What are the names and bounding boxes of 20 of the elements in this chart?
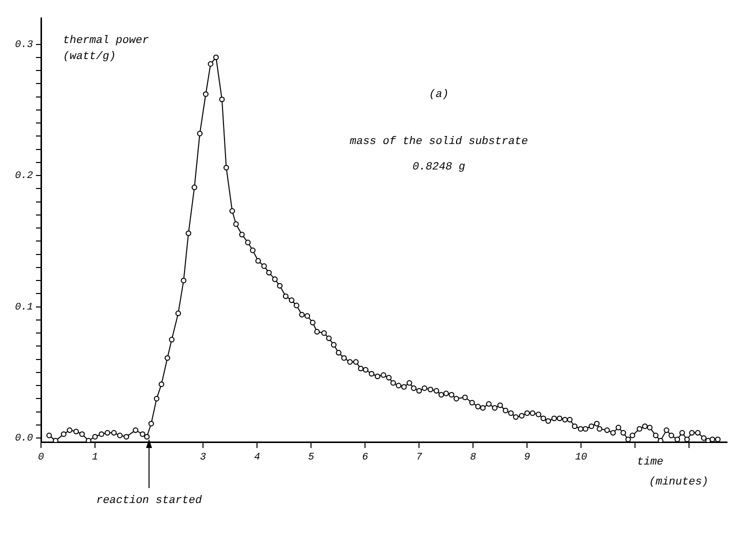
y-tick-label: 0.2 [14,171,34,182]
annotation: reaction started [96,494,202,507]
x-tick-label: 4 [254,452,260,464]
x-tick-label: 3 [200,452,206,464]
y-tick-label: 0.1 [14,302,34,314]
annotation: 0.8248 g [412,161,466,174]
x-tick-label: 10 [575,452,588,464]
y-tick-label: 0.0 [14,434,34,445]
y-tick-label: 0.3 [14,40,34,51]
x-tick-label: 8 [470,452,476,464]
annotation: (a) [428,89,449,102]
x-tick-label: 1 [92,452,98,464]
annotation: mass of the solid substrate [350,136,528,148]
x-tick-label: 6 [362,452,368,464]
x-tick-label: 7 [416,452,422,464]
x-tick-label: 0 [38,452,44,464]
y-axis-title: thermal power (watt/g) [63,34,150,63]
x-axis-title: time (minutes) [637,456,708,488]
x-tick-label: 9 [524,452,530,464]
x-tick-label: 5 [308,452,314,464]
